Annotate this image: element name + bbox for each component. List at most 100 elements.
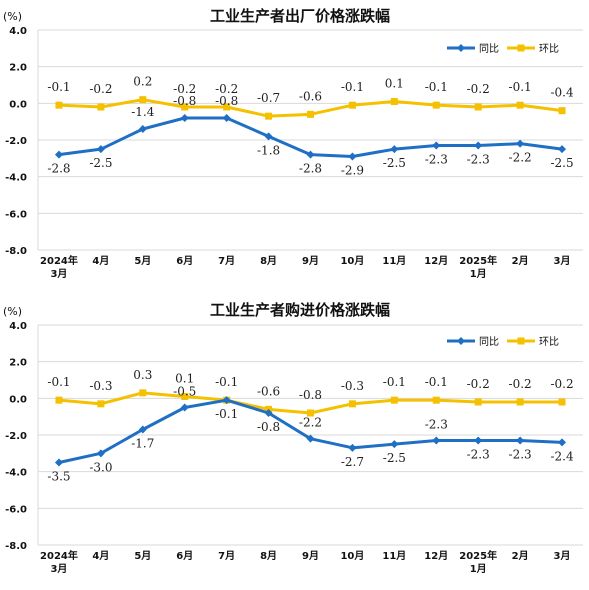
data-point-yoy (54, 150, 63, 159)
data-point-yoy (474, 141, 483, 150)
y-tick-label: -6.0 (5, 209, 27, 220)
data-point-yoy (96, 449, 105, 458)
data-label-mom: -0.4 (550, 86, 574, 100)
chart-title: 工业生产者出厂价格涨跌幅 (210, 7, 390, 25)
y-tick-label: 2.0 (9, 358, 27, 369)
data-point-yoy (558, 145, 567, 154)
x-tick-label: 5月 (134, 550, 151, 562)
x-tick-label: 10月 (340, 255, 364, 267)
x-tick-label: 1月 (470, 563, 487, 575)
data-label-yoy: -2.3 (425, 418, 448, 432)
data-label-mom: -0.1 (509, 80, 532, 94)
data-point-mom (474, 398, 482, 406)
legend-label-mom: 环比 (539, 336, 559, 348)
y-tick-label: -8.0 (5, 541, 27, 552)
data-label-mom: 0.2 (133, 75, 152, 89)
y-tick-label: -2.0 (5, 136, 27, 147)
data-point-mom (55, 396, 63, 404)
data-point-mom (265, 112, 273, 120)
data-point-yoy (264, 409, 273, 417)
data-point-mom (97, 103, 105, 111)
legend-marker-yoy (457, 337, 465, 345)
data-label-mom: -0.1 (215, 375, 238, 389)
x-tick-label: 2025年 (459, 549, 497, 562)
data-label-mom: -0.7 (257, 91, 280, 105)
x-tick-label: 7月 (218, 255, 235, 267)
data-point-mom (307, 110, 314, 118)
data-label-mom: -0.2 (550, 377, 573, 391)
data-point-mom (97, 400, 105, 408)
data-label-yoy: -0.8 (257, 420, 280, 434)
data-point-mom (307, 409, 314, 417)
data-label-yoy: -2.5 (383, 451, 406, 465)
data-point-yoy (474, 436, 483, 445)
data-point-yoy (222, 114, 231, 122)
data-point-mom (516, 101, 524, 109)
x-tick-label: 2024年 (40, 254, 78, 267)
data-point-yoy (432, 141, 441, 150)
data-point-yoy (264, 132, 273, 141)
y-tick-label: 4.0 (9, 26, 27, 37)
y-tick-label: -4.0 (5, 468, 27, 479)
data-label-yoy: -2.4 (550, 449, 574, 463)
data-point-mom (516, 398, 524, 406)
data-point-mom (348, 101, 356, 109)
ppi-purchase-chart: 工业生产者购进价格涨跌幅 (%) 4.0 2.0 0.0 -2.0 -4.0 -6.0 -8.0… (0, 295, 589, 590)
data-label-mom: -0.1 (383, 375, 406, 389)
data-label-yoy: -0.1 (215, 407, 238, 421)
data-label-mom: -0.3 (89, 379, 112, 393)
data-point-yoy (558, 438, 567, 447)
legend-marker-mom (517, 44, 525, 52)
data-label-mom: -0.1 (47, 80, 70, 94)
data-point-yoy (138, 425, 147, 434)
data-point-mom (474, 103, 482, 111)
legend-label-yoy: 同比 (479, 43, 499, 55)
chart-svg: 工业生产者出厂价格涨跌幅 (%) 4.0 2.0 0.0 -2.0 -4.0 -6.0 -8.0… (3, 7, 583, 280)
data-label-mom: -0.8 (299, 388, 322, 402)
data-point-mom (223, 103, 231, 111)
data-label-yoy: -0.5 (173, 385, 196, 399)
data-label-mom: -0.6 (257, 384, 280, 398)
data-point-yoy (432, 436, 441, 445)
data-label-mom: -0.3 (341, 379, 364, 393)
data-point-yoy (390, 440, 399, 449)
legend-label-mom: 环比 (539, 43, 559, 55)
data-label-mom: -0.2 (467, 82, 490, 96)
data-point-mom (390, 396, 398, 404)
data-point-yoy (222, 396, 231, 405)
x-tick-label: 3月 (50, 563, 67, 575)
y-tick-label: 0.0 (9, 99, 27, 110)
data-label-yoy: -2.3 (509, 448, 532, 462)
x-tick-label: 2月 (512, 550, 529, 562)
x-tick-label: 9月 (302, 550, 319, 562)
data-label-mom: 0.3 (133, 368, 152, 382)
data-point-yoy (516, 139, 525, 148)
x-tick-label: 3月 (554, 550, 571, 562)
x-tick-label: 1月 (470, 268, 487, 280)
data-point-yoy (390, 145, 399, 154)
data-label-yoy: -2.3 (467, 153, 490, 167)
x-tick-label: 3月 (554, 255, 571, 267)
legend-marker-mom (517, 337, 525, 345)
data-label-mom: -0.1 (425, 375, 448, 389)
data-label-yoy: -2.2 (299, 416, 322, 430)
data-point-yoy (516, 436, 525, 445)
x-tick-label: 11月 (382, 255, 406, 267)
data-label-yoy: -2.8 (299, 162, 322, 176)
data-label-yoy: -2.8 (47, 162, 70, 176)
data-label-mom: -0.2 (467, 377, 490, 391)
data-label-yoy: -2.7 (341, 455, 364, 469)
data-point-mom (181, 103, 189, 111)
data-point-yoy (138, 125, 147, 133)
data-point-mom (432, 396, 440, 404)
data-label-yoy: -2.9 (341, 164, 364, 178)
data-label-yoy: -1.4 (131, 105, 155, 119)
y-tick-label: -2.0 (5, 431, 27, 442)
data-point-yoy (348, 443, 357, 452)
data-label-yoy: -2.3 (467, 448, 490, 462)
data-point-yoy (54, 458, 63, 467)
data-point-yoy (180, 114, 189, 122)
x-tick-label: 6月 (176, 255, 193, 267)
data-point-mom (55, 101, 63, 109)
data-point-yoy (96, 145, 105, 154)
